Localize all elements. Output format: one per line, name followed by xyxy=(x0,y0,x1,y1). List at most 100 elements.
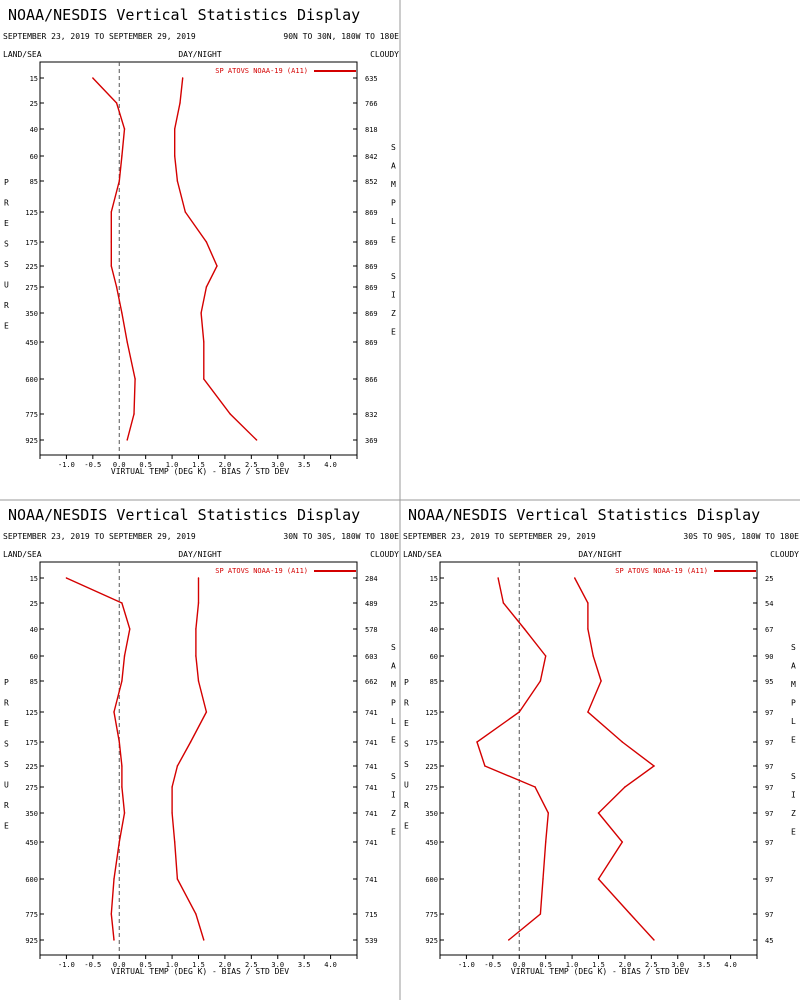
sample-size-label: 869 xyxy=(365,209,378,217)
pressure-level-label: 125 xyxy=(425,709,438,717)
pressure-level-label: 350 xyxy=(25,810,38,818)
plot-frame xyxy=(39,61,358,456)
pressure-letter: R xyxy=(404,699,409,708)
sample-size-label: 97 xyxy=(765,810,773,818)
header-cloudy: CLOUDY xyxy=(770,550,799,559)
sample-size-label: 97 xyxy=(765,839,773,847)
pressure-level-label: 925 xyxy=(425,937,438,945)
bias-point xyxy=(126,439,128,441)
sample-size-label: 766 xyxy=(365,100,378,108)
pressure-level-label: 600 xyxy=(425,876,438,884)
x-tick-label: 2.0 xyxy=(219,461,232,469)
sample-letter: P xyxy=(391,199,396,208)
pressure-level-label: 600 xyxy=(25,876,38,884)
sample-size-label: 284 xyxy=(365,575,378,583)
sample-size-label: 869 xyxy=(365,239,378,247)
std-dev-point xyxy=(587,711,589,713)
pressure-level-label: 85 xyxy=(430,678,438,686)
pressure-letter: S xyxy=(4,240,9,249)
pressure-level-label: 25 xyxy=(430,600,438,608)
x-tick-label: 1.0 xyxy=(166,461,179,469)
sample-size-label: 578 xyxy=(365,626,378,634)
pressure-letter: S xyxy=(4,260,9,269)
pressure-level-label: 25 xyxy=(30,600,38,608)
sample-letter: S xyxy=(791,772,796,781)
x-tick-label: 3.0 xyxy=(671,961,684,969)
x-tick-label: -0.5 xyxy=(84,961,101,969)
std-dev-point xyxy=(600,680,602,682)
sample-size-label: 832 xyxy=(365,411,378,419)
sample-letter: Z xyxy=(391,309,396,318)
sample-size-label: 603 xyxy=(365,653,378,661)
pressure-level-label: 450 xyxy=(25,339,38,347)
bias-point xyxy=(121,680,123,682)
pressure-level-label: 275 xyxy=(25,284,38,292)
x-tick-label: -0.5 xyxy=(84,461,101,469)
sample-letter: S xyxy=(791,643,796,652)
sample-size-label: 741 xyxy=(365,810,378,818)
pressure-letter: S xyxy=(4,740,9,749)
header-land-sea: LAND/SEA xyxy=(3,50,42,59)
bias-point xyxy=(65,577,68,579)
pressure-level-label: 275 xyxy=(425,784,438,792)
x-tick-label: 3.5 xyxy=(698,961,711,969)
bias-point xyxy=(113,939,115,941)
pressure-level-label: 175 xyxy=(25,239,38,247)
pressure-level-label: 450 xyxy=(425,839,438,847)
pressure-level-label: 600 xyxy=(25,376,38,384)
std-dev-point xyxy=(179,102,181,104)
sample-size-label: 741 xyxy=(365,839,378,847)
pressure-letter: U xyxy=(404,781,409,790)
bias-point xyxy=(121,155,123,157)
std-dev-point xyxy=(195,628,197,630)
sample-letter: M xyxy=(391,180,396,189)
sample-letter: M xyxy=(791,680,796,689)
sample-letter: S xyxy=(391,143,396,152)
pressure-level-label: 350 xyxy=(425,810,438,818)
legend-label: SP ATOVS NOAA-19 (A11) xyxy=(215,567,308,575)
sample-size-label: 97 xyxy=(765,709,773,717)
plot-frame xyxy=(39,561,358,956)
sample-letter: S xyxy=(391,643,396,652)
pressure-letter: E xyxy=(4,219,9,228)
std-dev-point xyxy=(197,680,200,682)
sample-size-label: 869 xyxy=(365,284,378,292)
bias-point xyxy=(115,102,118,104)
bias-point xyxy=(118,741,120,743)
pressure-level-label: 85 xyxy=(30,178,38,186)
x-tick-label: 4.0 xyxy=(324,961,337,969)
x-tick-label: 3.0 xyxy=(271,961,284,969)
pressure-letter: E xyxy=(404,719,409,728)
bias-point xyxy=(476,741,478,743)
std-dev-point xyxy=(592,655,594,657)
x-tick-label: 0.5 xyxy=(539,961,552,969)
panel-title: NOAA/NESDIS Vertical Statistics Display xyxy=(8,506,360,524)
std-dev-point xyxy=(171,786,173,788)
std-dev-point xyxy=(574,577,576,579)
sample-size-label: 741 xyxy=(365,784,378,792)
sample-letter: S xyxy=(391,272,396,281)
bias-point xyxy=(121,786,123,788)
date-range: SEPTEMBER 23, 2019 TO SEPTEMBER 29, 2019 xyxy=(3,32,196,41)
pressure-axis-title: P R E S S U R E xyxy=(404,678,409,831)
x-tick-label: -0.5 xyxy=(484,961,501,969)
bias-point xyxy=(129,628,131,630)
sample-size-label: 67 xyxy=(765,626,773,634)
header-day-night: DAY/NIGHT xyxy=(178,50,222,59)
bias-point xyxy=(113,878,115,880)
bias-point xyxy=(123,812,126,814)
pressure-level-label: 125 xyxy=(25,209,38,217)
bias-point xyxy=(484,765,486,767)
bias-line xyxy=(92,77,136,441)
sample-size-label: 866 xyxy=(365,376,378,384)
std-dev-point xyxy=(621,841,623,843)
sample-letter: E xyxy=(391,328,396,337)
legend-label: SP ATOVS NOAA-19 (A11) xyxy=(215,67,308,75)
std-dev-point xyxy=(624,786,626,788)
std-dev-point xyxy=(255,439,258,441)
std-dev-point xyxy=(181,77,184,79)
bias-point xyxy=(539,913,542,915)
header-day-night: DAY/NIGHT xyxy=(178,550,222,559)
pressure-level-label: 15 xyxy=(30,575,38,583)
sample-size-label: 635 xyxy=(365,75,378,83)
